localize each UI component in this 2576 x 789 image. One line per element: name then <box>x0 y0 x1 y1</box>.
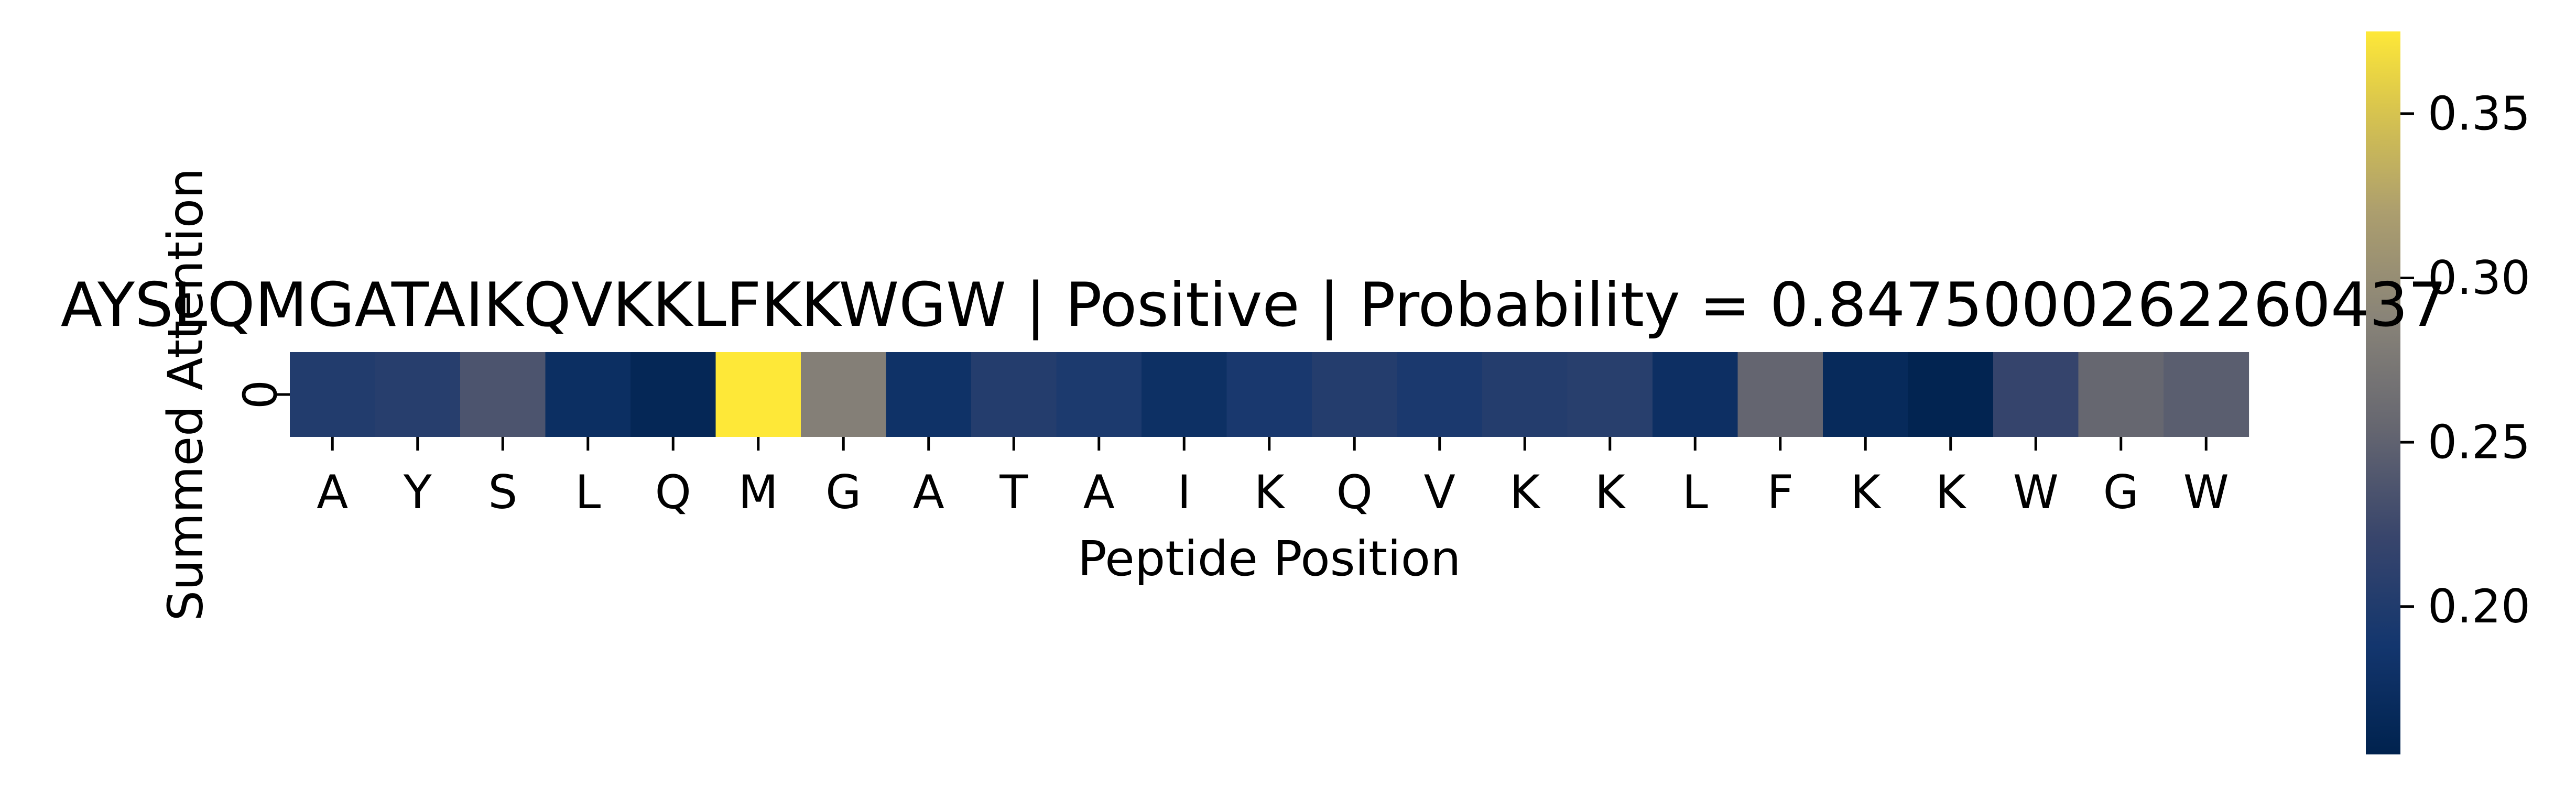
x-tick-label: K <box>1509 465 1541 519</box>
colorbar-tick-label: 0.30 <box>2428 251 2530 305</box>
heatmap-cell <box>1397 352 1483 437</box>
colorbar-gradient <box>2366 31 2400 754</box>
heatmap-cell <box>2078 352 2164 437</box>
x-tick-label: K <box>1850 465 1882 519</box>
heatmap-cell <box>886 352 972 437</box>
heatmap-cell <box>1056 352 1142 437</box>
colorbar-tick-label: 0.25 <box>2428 415 2530 469</box>
colorbar: 0.20 0.25 0.30 0.35 <box>2366 31 2530 754</box>
heatmap-cell <box>545 352 631 437</box>
x-tick-label: K <box>1254 465 1286 519</box>
x-tick-label: M <box>738 465 778 519</box>
colorbar-ticks: 0.20 0.25 0.30 0.35 <box>2400 86 2530 633</box>
heatmap-cells <box>290 352 2249 437</box>
y-axis-ticks: 0 <box>234 380 290 409</box>
heatmap-cell <box>631 352 716 437</box>
heatmap-cell <box>2164 352 2249 437</box>
x-tick-label: K <box>1936 465 1967 519</box>
x-tick-label: K <box>1595 465 1626 519</box>
x-tick-label: A <box>317 465 348 519</box>
heatmap-cell <box>1908 352 1994 437</box>
x-tick-label: L <box>1682 465 1708 519</box>
x-tick-label: A <box>1083 465 1115 519</box>
heatmap-cell <box>971 352 1057 437</box>
heatmap-cell <box>1653 352 1738 437</box>
y-axis-label: Summed Attention <box>158 168 214 621</box>
heatmap-cell <box>1482 352 1568 437</box>
heatmap-cell <box>1567 352 1653 437</box>
chart-title: AYSLQMGATAIKQVKKLFKKWGW | Positive | Pro… <box>61 270 2447 341</box>
heatmap-cell <box>460 352 546 437</box>
x-tick-label: Q <box>655 465 691 519</box>
x-tick-label: L <box>575 465 601 519</box>
x-tick-label: Y <box>403 465 432 519</box>
x-tick-label: G <box>825 465 861 519</box>
heatmap-cell <box>1823 352 1909 437</box>
x-tick-label: T <box>999 465 1028 519</box>
heatmap-cell <box>375 352 461 437</box>
x-tick-label: G <box>2103 465 2139 519</box>
heatmap-cell <box>1737 352 1823 437</box>
x-tick-label: F <box>1767 465 1794 519</box>
heatmap-cell <box>1226 352 1312 437</box>
x-tick-label: V <box>1424 465 1455 519</box>
x-tick-label: S <box>488 465 517 519</box>
heatmap-cell <box>290 352 376 437</box>
y-tick-label: 0 <box>234 380 288 409</box>
colorbar-tick-label: 0.20 <box>2428 579 2530 633</box>
x-tick-label: W <box>2183 465 2229 519</box>
x-axis-label: Peptide Position <box>1078 531 1461 587</box>
colorbar-tick-label: 0.35 <box>2428 86 2530 140</box>
x-tick-label: Q <box>1336 465 1373 519</box>
x-tick-label: A <box>913 465 944 519</box>
heatmap-cell <box>801 352 887 437</box>
x-tick-label: I <box>1177 465 1191 519</box>
x-tick-label: W <box>2013 465 2059 519</box>
heatmap-cell <box>1312 352 1398 437</box>
heatmap-cell <box>1142 352 1227 437</box>
heatmap-cell <box>1993 352 2079 437</box>
heatmap-cell <box>715 352 801 437</box>
